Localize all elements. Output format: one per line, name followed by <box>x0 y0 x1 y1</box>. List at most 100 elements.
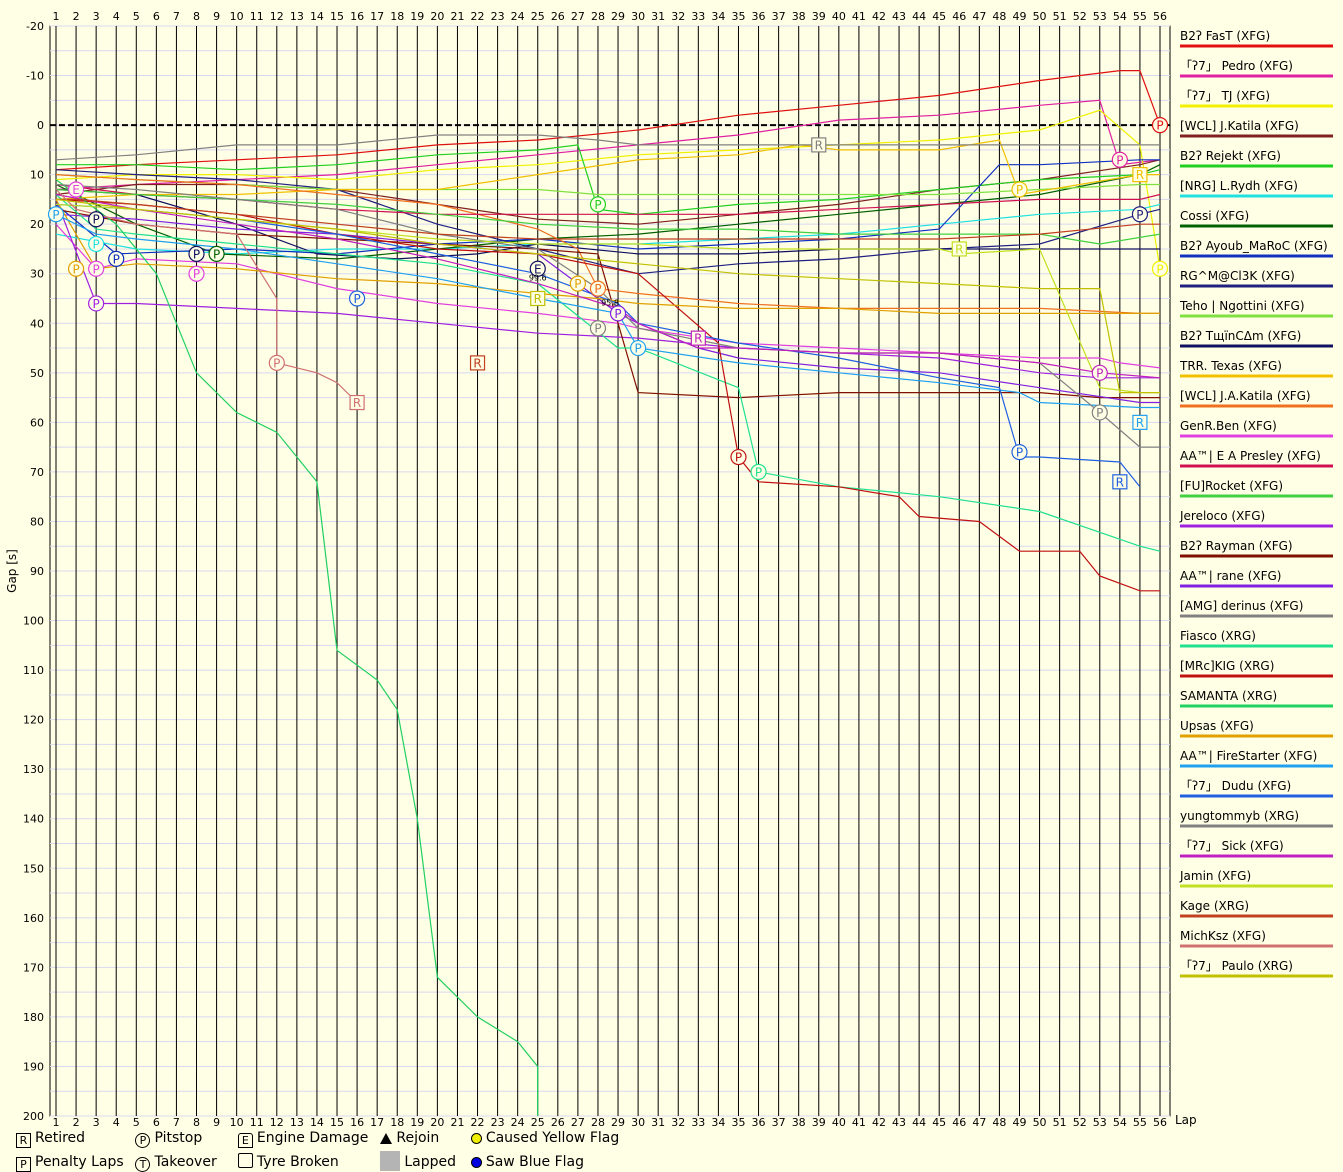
pitstop-marker <box>589 196 607 213</box>
x-axis-label: Lap <box>1175 1113 1197 1127</box>
x-tick-label-top: 49 <box>1012 10 1026 23</box>
marker-letter: P <box>213 247 220 261</box>
pitstop-marker <box>208 245 225 263</box>
blue-flag-icon <box>470 1157 482 1168</box>
x-tick-label-bottom: 38 <box>792 1116 806 1129</box>
x-tick-label-bottom: 11 <box>250 1116 264 1129</box>
series-legend-label: Jereloco (XFG) <box>1179 509 1265 523</box>
x-tick-label-top: 33 <box>691 10 705 23</box>
x-tick-label-bottom: 44 <box>912 1116 926 1129</box>
y-tick-label: 180 <box>23 1011 44 1024</box>
x-tick-label-top: 54 <box>1113 10 1127 23</box>
pitstop-marker <box>1151 260 1169 277</box>
retired-marker <box>811 137 827 153</box>
pitstop-marker <box>1131 206 1149 223</box>
x-tick-label-top: 35 <box>731 10 745 23</box>
x-tick-label-bottom: 54 <box>1113 1116 1127 1129</box>
x-tick-label-bottom: 18 <box>390 1116 404 1129</box>
x-tick-label-bottom: 9 <box>213 1116 220 1129</box>
x-tick-label-bottom: 3 <box>93 1116 100 1129</box>
marker-letter: P <box>735 451 742 465</box>
x-tick-label-top: 15 <box>330 10 344 23</box>
pitstop-marker <box>1151 116 1169 134</box>
series-legend-label: [FU]Rocket (XFG) <box>1180 479 1283 493</box>
y-tick-label: 100 <box>23 615 44 628</box>
x-tick-label-top: 25 <box>531 10 545 23</box>
x-tick-label-top: 55 <box>1133 10 1147 23</box>
x-tick-label-bottom: 4 <box>113 1116 120 1129</box>
series-legend-label: Teho | Ngottini (XFG) <box>1179 299 1305 313</box>
pitstop-marker <box>1091 364 1108 381</box>
x-tick-label-top: 48 <box>992 10 1006 23</box>
pitstop-marker <box>609 305 627 322</box>
x-tick-label-bottom: 20 <box>430 1116 444 1129</box>
legend-tyre-broken: Tyre Broken <box>237 1153 376 1170</box>
series-line <box>55 213 1160 409</box>
gap-chart: RP RRRRRRRRPPPPPPPPPPPPPPPPPPPPPPPPPPPEE9… <box>5 10 1333 1129</box>
x-tick-label-top: 28 <box>591 10 605 23</box>
x-tick-label-top: 16 <box>350 10 364 23</box>
pitstop-marker <box>88 260 105 277</box>
x-tick-label-top: 12 <box>270 10 284 23</box>
x-tick-label-top: 38 <box>792 10 806 23</box>
x-tick-label-bottom: 56 <box>1153 1116 1167 1129</box>
series-line <box>55 179 539 1116</box>
y-tick-label: 120 <box>23 714 44 727</box>
x-tick-label-bottom: 30 <box>631 1116 645 1129</box>
marker-letter: R <box>694 332 702 346</box>
y-tick-label: -10 <box>26 70 44 83</box>
engine-damage-marker <box>529 260 546 277</box>
y-tick-label: 10 <box>30 169 44 182</box>
series-legend-label: B2ʔ Ayoub_MaRoC (XFG) <box>1180 239 1328 253</box>
x-tick-label-bottom: 26 <box>551 1116 565 1129</box>
engine-damage-marker <box>67 181 85 198</box>
marker-letter: P <box>1096 366 1103 380</box>
series-legend-label: 「ʔ7」 Paulo (XRG) <box>1180 959 1293 973</box>
x-tick-label-top: 18 <box>390 10 404 23</box>
retired-marker <box>1132 414 1148 430</box>
pitstop-marker <box>750 463 767 481</box>
x-tick-label-top: 21 <box>450 10 464 23</box>
series-line <box>55 139 1160 200</box>
legend-pitstop: P Pitstop <box>135 1130 233 1148</box>
pitstop-marker <box>47 206 65 223</box>
x-tick-label-bottom: 53 <box>1093 1116 1107 1129</box>
x-tick-label-bottom: 29 <box>611 1116 625 1129</box>
pitstop-marker <box>348 290 366 307</box>
x-tick-label-bottom: 21 <box>450 1116 464 1129</box>
x-tick-label-bottom: 13 <box>290 1116 304 1129</box>
y-tick-label: 160 <box>23 912 44 925</box>
series-legend-label: B2ʔ Rayman (XFG) <box>1180 539 1293 553</box>
x-tick-label-top: 41 <box>852 10 866 23</box>
x-tick-label-top: 13 <box>290 10 304 23</box>
pitstop-marker <box>589 320 607 337</box>
y-tick-label: 150 <box>23 862 44 875</box>
pitstop-icon: P <box>135 1133 151 1148</box>
pitstop-marker <box>1111 151 1128 168</box>
x-tick-label-bottom: 51 <box>1053 1116 1067 1129</box>
x-tick-label-top: 27 <box>571 10 585 23</box>
x-tick-label-bottom: 24 <box>511 1116 525 1129</box>
legend-penalty-laps: P Penalty Laps <box>16 1154 131 1172</box>
x-tick-label-top: 22 <box>471 10 485 23</box>
x-tick-label-bottom: 10 <box>230 1116 244 1129</box>
series-legend-label: AA™| FireStarter (XFG) <box>1180 749 1317 763</box>
y-tick-label: 90 <box>30 565 44 578</box>
marker-letter: R <box>1116 475 1124 489</box>
series-line <box>55 69 1161 171</box>
series-legend-label: RG^M@Cl3K (XFG) <box>1180 269 1295 283</box>
series-legend-label: AA™| E A Presley (XFG) <box>1180 449 1321 463</box>
series-line <box>55 183 1160 448</box>
series-legend-label: B2ʔ TщïnCΔm (XFG) <box>1180 329 1301 343</box>
marker-letter: P <box>1116 153 1123 167</box>
marker-letter: P <box>93 213 100 227</box>
x-tick-label-bottom: 31 <box>651 1116 665 1129</box>
pitstop-marker <box>730 448 747 466</box>
x-tick-label-top: 10 <box>230 10 244 23</box>
x-tick-label-bottom: 6 <box>153 1116 160 1129</box>
marker-value-label: 95.8 <box>601 298 619 307</box>
series-legend-label: [NRG] L.Rydh (XFG) <box>1180 179 1298 193</box>
x-tick-label-top: 23 <box>491 10 505 23</box>
bottom-legend-row1: R Retired P Pitstop E Engine Damage Rejoin … <box>16 1130 619 1148</box>
x-tick-label-top: 29 <box>611 10 625 23</box>
